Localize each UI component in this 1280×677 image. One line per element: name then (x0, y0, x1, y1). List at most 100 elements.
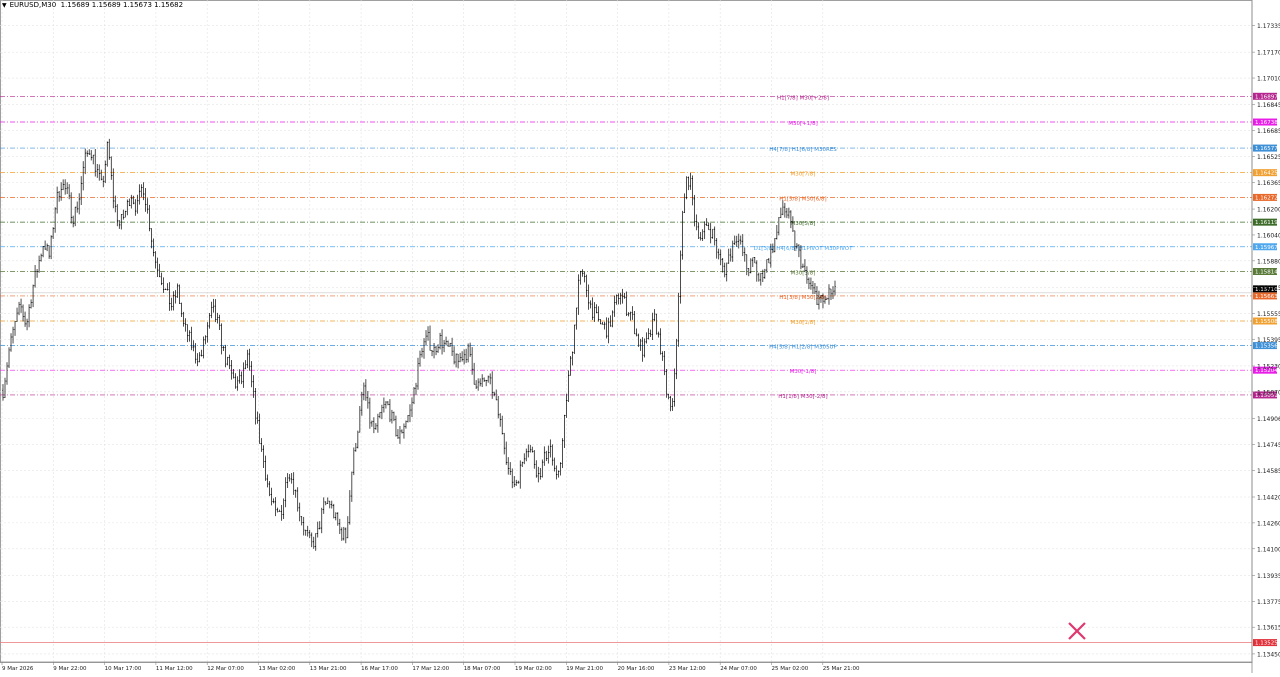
candle (693, 194, 696, 227)
level-price-label: 1.15663 (1255, 294, 1278, 300)
candle (643, 338, 646, 358)
candle (82, 161, 84, 191)
candle (541, 459, 544, 478)
candle (441, 329, 443, 355)
y-tick-label: 1.13615 (1257, 625, 1280, 632)
candle (457, 353, 459, 369)
candle (320, 507, 323, 534)
level-price-badge (1253, 193, 1277, 201)
level-price-label: 1.16272 (1255, 195, 1278, 201)
y-tick-label: 1.15230 (1257, 363, 1280, 370)
candle (557, 470, 560, 478)
candle (373, 417, 375, 434)
candle (26, 318, 28, 331)
y-tick-label: 1.14906 (1257, 416, 1280, 423)
level-text: H1[1/8] M30[-2/8] (778, 394, 827, 400)
y-tick-label: 1.15715 (1257, 285, 1280, 292)
candle (42, 246, 44, 258)
level-price-label: 1.16119 (1255, 220, 1278, 226)
candle (591, 297, 594, 321)
x-tick-label: 18 Mar 07:00 (464, 666, 501, 672)
candle (312, 536, 315, 549)
candle (286, 473, 289, 488)
candle (371, 420, 373, 427)
candle (697, 222, 700, 240)
level-price-label: 1.16897 (1255, 94, 1278, 100)
x-tick-label: 9 Mar 22:00 (53, 666, 87, 672)
x-tick-label: 23 Mar 12:00 (669, 666, 706, 672)
candle (258, 413, 261, 444)
candle (469, 342, 471, 357)
candle (455, 353, 457, 368)
candle (74, 206, 76, 227)
candle (627, 312, 630, 317)
candle (647, 328, 650, 340)
candle (743, 247, 746, 262)
candle (473, 362, 475, 385)
candle (298, 502, 301, 522)
candle (116, 204, 119, 227)
candle (274, 497, 277, 517)
close-x-icon[interactable] (1066, 620, 1088, 642)
candle (206, 322, 209, 343)
candle (691, 175, 694, 206)
candle (280, 504, 283, 521)
candle (786, 208, 788, 219)
candle (439, 332, 441, 350)
candle (278, 509, 281, 512)
candle (631, 306, 634, 320)
candle (266, 474, 269, 488)
candle (276, 507, 279, 513)
candle (335, 512, 337, 521)
candle (254, 388, 257, 425)
candle (367, 391, 369, 409)
candle (790, 210, 792, 229)
candle (186, 324, 189, 343)
y-tick-label: 1.13775 (1257, 599, 1280, 606)
candle (146, 198, 149, 214)
candle (234, 373, 237, 389)
candle (461, 351, 463, 362)
candle (347, 516, 349, 539)
candle (148, 204, 151, 232)
candle (804, 259, 806, 273)
candle (812, 281, 814, 295)
level-price-label: 1.15051 (1255, 393, 1278, 399)
candle (675, 338, 678, 380)
candle (828, 284, 830, 305)
candle (176, 283, 179, 298)
candle (641, 337, 644, 362)
candle (339, 518, 341, 535)
candle (754, 257, 756, 264)
candle (252, 375, 255, 398)
candle (16, 307, 18, 322)
y-tick-label: 1.16200 (1257, 207, 1280, 214)
y-tick-label: 1.16525 (1257, 154, 1280, 161)
candle (830, 288, 832, 300)
candle (551, 444, 554, 466)
candle (326, 497, 329, 504)
candle (363, 382, 365, 401)
candle (427, 326, 429, 341)
level-price-badge (1253, 342, 1277, 350)
candle (477, 378, 479, 391)
candle (246, 349, 249, 369)
candle (202, 336, 205, 359)
candle (531, 446, 534, 453)
candle (158, 263, 161, 278)
candle (330, 500, 333, 509)
candle (705, 218, 708, 226)
triangle-down-icon[interactable]: ▼ (2, 2, 7, 9)
candle (673, 368, 676, 407)
candle (487, 375, 489, 383)
candle (517, 480, 520, 484)
candle (134, 199, 137, 216)
candle (679, 250, 682, 304)
candle (401, 429, 403, 434)
candle (86, 150, 89, 157)
x-tick-label: 25 Mar 21:00 (823, 666, 860, 672)
candle (619, 292, 622, 305)
y-tick-label: 1.13935 (1257, 573, 1280, 580)
